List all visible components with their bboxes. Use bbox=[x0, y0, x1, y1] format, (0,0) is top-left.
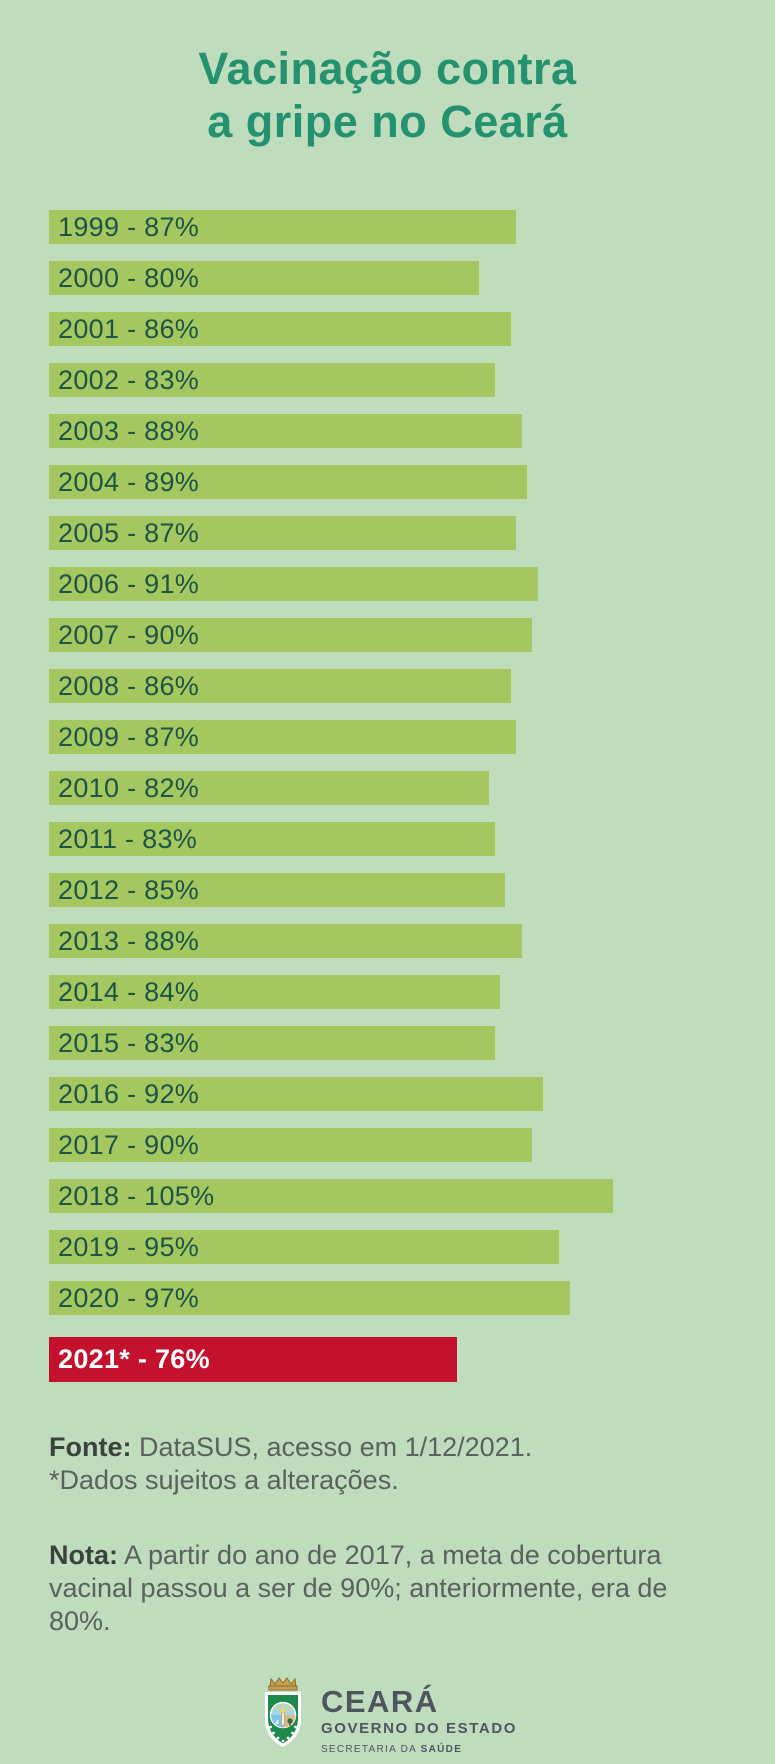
source-label: Fonte: bbox=[49, 1432, 132, 1462]
bar-label: 2003 - 88% bbox=[58, 415, 200, 446]
bar-label: 2020 - 97% bbox=[58, 1282, 200, 1313]
bar-label: 2009 - 87% bbox=[58, 721, 200, 752]
bar-row: 2016 - 92% bbox=[49, 1077, 543, 1111]
logo-state-name: CEARÁ bbox=[320, 1684, 439, 1719]
bar-row: 2019 - 95% bbox=[49, 1230, 559, 1264]
ceara-coat-of-arms-icon bbox=[258, 1675, 308, 1758]
bar-row: 2000 - 80% bbox=[49, 261, 479, 295]
bar-row-highlight: 2021* - 76% bbox=[49, 1337, 457, 1382]
bar-label: 2000 - 80% bbox=[58, 262, 200, 293]
bar-row: 2014 - 84% bbox=[49, 975, 500, 1009]
bar-label: 2012 - 85% bbox=[58, 874, 200, 905]
source-text: DataSUS, acesso em 1/12/2021. bbox=[131, 1432, 533, 1462]
logo-department-label: SECRETARIA DA SAÚDE bbox=[321, 1744, 517, 1755]
bar-label: 2014 - 84% bbox=[58, 976, 200, 1007]
source-note: Fonte: DataSUS, acesso em 1/12/2021. *Da… bbox=[49, 1431, 700, 1497]
meta-note: Nota: A partir do ano de 2017, a meta de… bbox=[49, 1539, 700, 1638]
bar-label: 2006 - 91% bbox=[58, 568, 200, 599]
bar-row: 2013 - 88% bbox=[49, 924, 522, 958]
bar-label: 2018 - 105% bbox=[58, 1180, 215, 1211]
bar-label: 2008 - 86% bbox=[58, 670, 200, 701]
bar-row: 2003 - 88% bbox=[49, 414, 522, 448]
bar-label: 2016 - 92% bbox=[58, 1078, 200, 1109]
page-title-line1: Vacinação contra bbox=[198, 43, 577, 94]
bar-row: 2005 - 87% bbox=[49, 516, 516, 550]
page-title: Vacinação contra a gripe no Ceará bbox=[0, 42, 775, 148]
bar-row: 2011 - 83% bbox=[49, 822, 495, 856]
logo-text-block: CEARÁ GOVERNO DO ESTADO SECRETARIA DA SA… bbox=[321, 1675, 517, 1755]
bar-label: 2021* - 76% bbox=[58, 1344, 210, 1374]
bar-row: 2006 - 91% bbox=[49, 567, 538, 601]
bar-label: 2010 - 82% bbox=[58, 772, 200, 803]
ceara-government-logo: CEARÁ GOVERNO DO ESTADO SECRETARIA DA SA… bbox=[0, 1675, 775, 1758]
bar-label: 2015 - 83% bbox=[58, 1027, 200, 1058]
bar-label: 2004 - 89% bbox=[58, 466, 200, 497]
bar-chart: 1999 - 87% 2000 - 80% 2001 - 86% 2002 - 83%… bbox=[0, 210, 775, 1382]
infographic-page: Vacinação contra a gripe no Ceará 1999 -… bbox=[0, 42, 775, 1764]
asterisk-note: *Dados sujeitos a alterações. bbox=[49, 1465, 399, 1495]
logo-department-prefix: SECRETARIA DA bbox=[320, 1744, 421, 1755]
logo-government-label: GOVERNO DO ESTADO bbox=[320, 1720, 518, 1737]
source-line: Fonte: DataSUS, acesso em 1/12/2021. bbox=[49, 1431, 700, 1464]
bar-row: 2008 - 86% bbox=[49, 669, 511, 703]
bar-label: 2019 - 95% bbox=[58, 1231, 200, 1262]
bar-row: 2009 - 87% bbox=[49, 720, 516, 754]
bar-row: 2012 - 85% bbox=[49, 873, 505, 907]
bar-label: 1999 - 87% bbox=[58, 211, 200, 242]
bar-label: 2007 - 90% bbox=[58, 619, 200, 650]
bar-row: 2007 - 90% bbox=[49, 618, 532, 652]
footer: Fonte: DataSUS, acesso em 1/12/2021. *Da… bbox=[0, 1431, 700, 1638]
page-title-line2: a gripe no Ceará bbox=[207, 96, 568, 147]
bar-label: 2005 - 87% bbox=[58, 517, 200, 548]
bar-row: 2017 - 90% bbox=[49, 1128, 532, 1162]
bar-row: 2018 - 105% bbox=[49, 1179, 613, 1213]
bar-label: 2001 - 86% bbox=[58, 313, 200, 344]
bar-label: 2013 - 88% bbox=[58, 925, 200, 956]
bar-row: 2002 - 83% bbox=[49, 363, 495, 397]
bar-row: 2004 - 89% bbox=[49, 465, 527, 499]
bar-row: 2015 - 83% bbox=[49, 1026, 495, 1060]
bar-label: 2011 - 83% bbox=[58, 823, 198, 854]
bar-label: 2002 - 83% bbox=[58, 364, 200, 395]
bar-row: 2020 - 97% bbox=[49, 1281, 570, 1315]
logo-department-name: SAÚDE bbox=[420, 1744, 463, 1755]
bar-row: 1999 - 87% bbox=[49, 210, 516, 244]
meta-note-label: Nota: bbox=[49, 1540, 118, 1570]
bar-label: 2017 - 90% bbox=[58, 1129, 200, 1160]
meta-note-text: A partir do ano de 2017, a meta de cober… bbox=[49, 1540, 668, 1636]
bar-row: 2001 - 86% bbox=[49, 312, 511, 346]
bar-row: 2010 - 82% bbox=[49, 771, 489, 805]
